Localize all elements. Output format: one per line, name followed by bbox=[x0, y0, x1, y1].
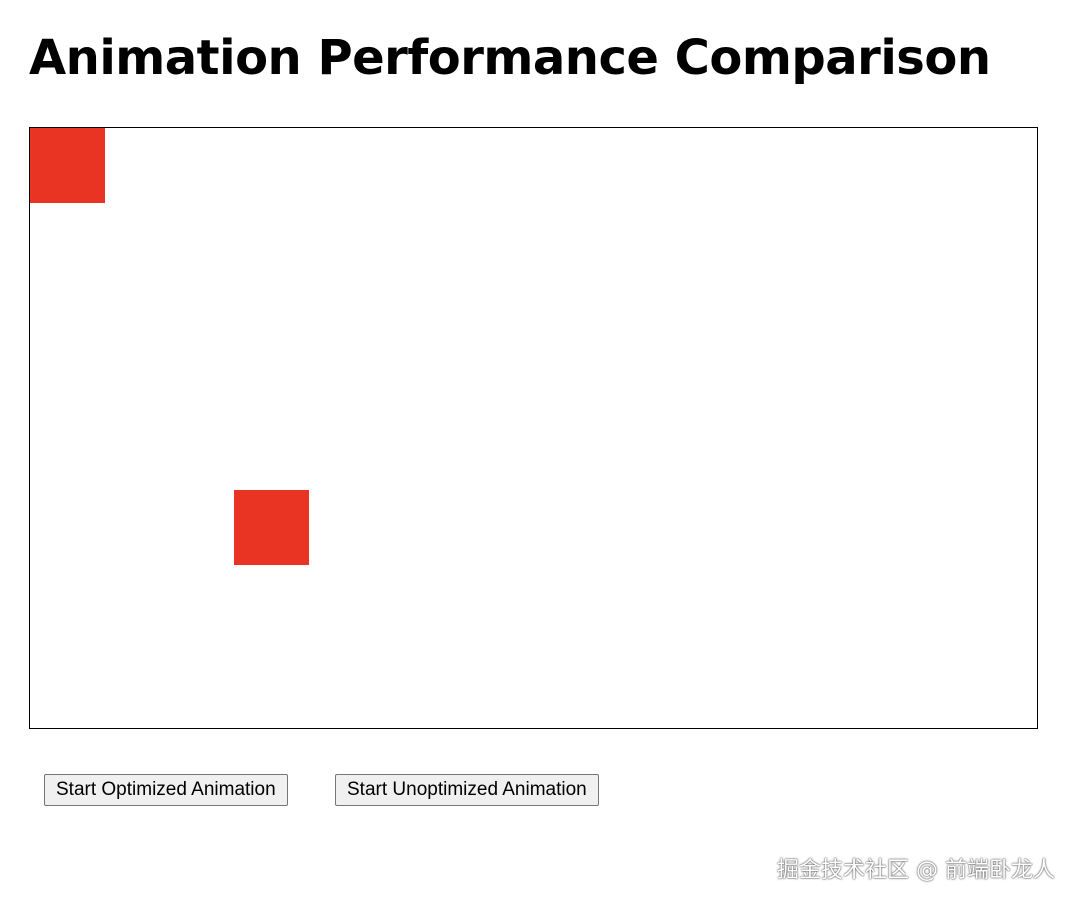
unoptimized-box bbox=[234, 490, 309, 565]
watermark: 掘金技术社区 @ 前端卧龙人 bbox=[777, 858, 1055, 883]
page-title: Animation Performance Comparison bbox=[29, 30, 991, 86]
start-optimized-button[interactable]: Start Optimized Animation bbox=[44, 774, 288, 806]
animation-stage bbox=[29, 127, 1038, 729]
start-unoptimized-button[interactable]: Start Unoptimized Animation bbox=[335, 774, 599, 806]
optimized-box bbox=[30, 128, 105, 203]
